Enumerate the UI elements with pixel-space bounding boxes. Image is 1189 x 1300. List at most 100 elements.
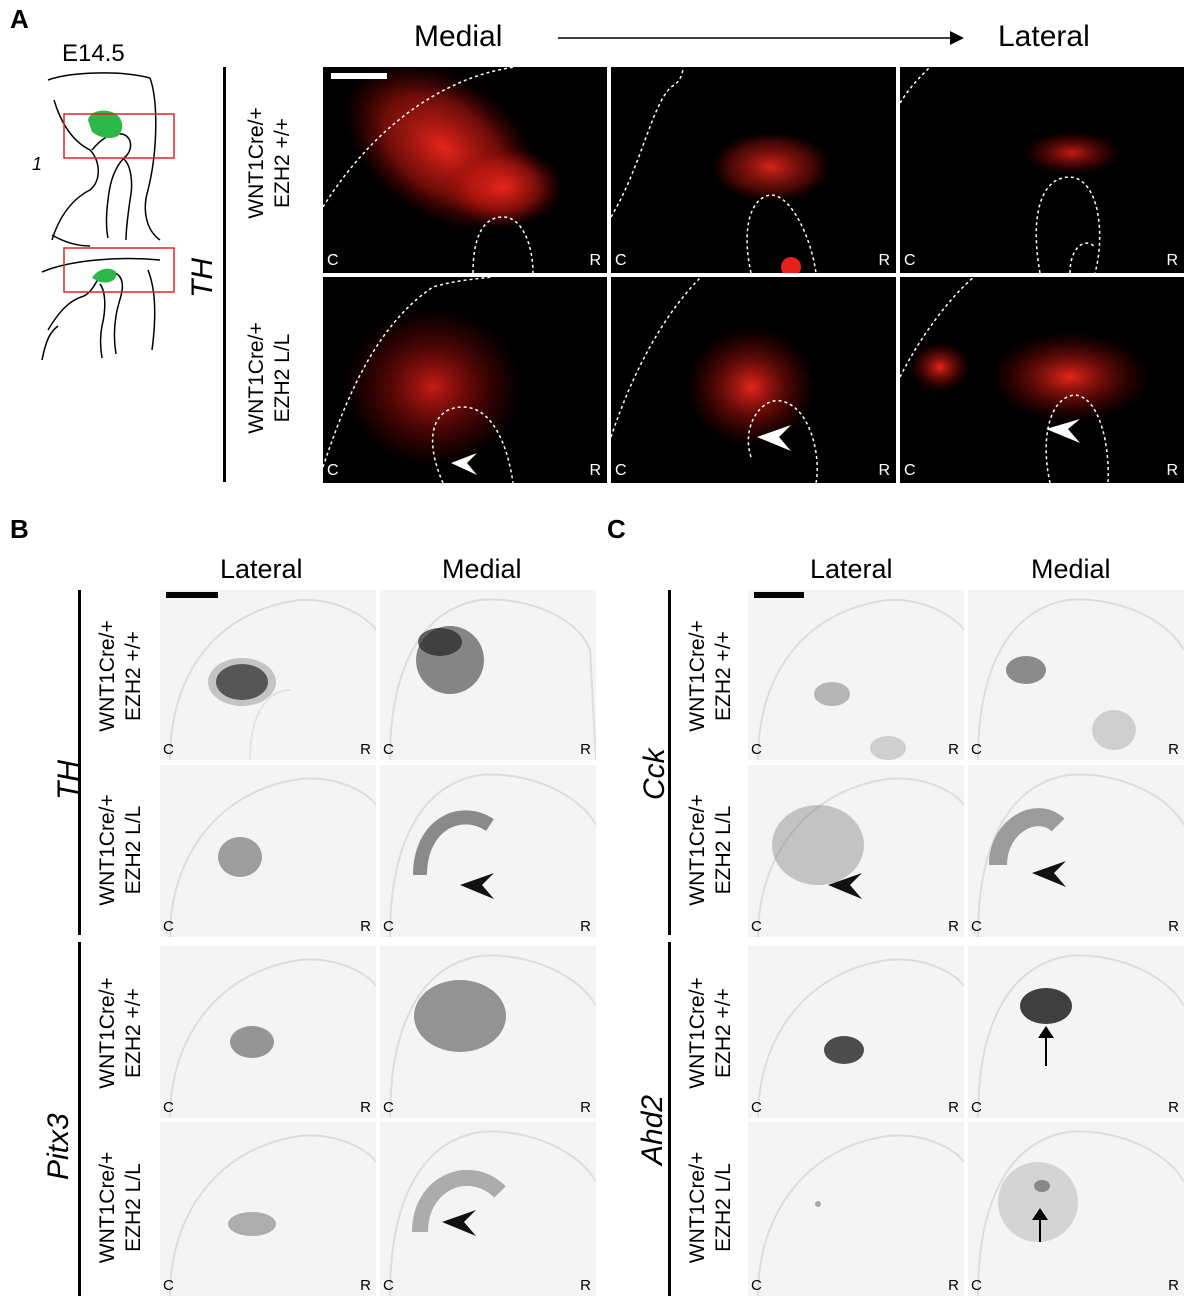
ish-image-c-r3-lateral: C R: [748, 946, 964, 1118]
genotype-line2: EZH2 L/L: [271, 333, 295, 423]
medial-label-a: Medial: [414, 20, 503, 53]
genotype-c-row2: WNT1Cre/+ EZH2 L/L: [685, 765, 738, 935]
genotype-line2: EZH2 L/L: [712, 805, 736, 895]
rostral-label: R: [1166, 462, 1178, 479]
genotype-line1: WNT1Cre/+: [245, 107, 268, 219]
rostral-label: R: [948, 1099, 959, 1116]
caudal-label: C: [163, 918, 174, 935]
rostral-label: R: [1168, 1277, 1179, 1294]
ish-image-b-r3-lateral: C R: [160, 946, 376, 1118]
medial-lateral-arrow: [558, 31, 964, 45]
ish-image-b-r1-lateral: C R: [160, 590, 376, 760]
rostral-label: R: [948, 918, 959, 935]
medial-label-b: Medial: [442, 554, 522, 584]
ish-image-b-r4-medial: C R: [380, 1122, 596, 1296]
bar-b-top: [78, 590, 81, 935]
bar-c-bottom: [668, 942, 671, 1296]
rostral-label: R: [580, 1277, 591, 1294]
genotype-line2: EZH2 L/L: [712, 1163, 736, 1252]
caudal-label: C: [615, 462, 627, 479]
lateral-label-c: Lateral: [810, 554, 893, 584]
caudal-label: C: [163, 1099, 174, 1116]
genotype-c-row3: WNT1Cre/+ EZH2 +/+: [685, 948, 738, 1118]
rostral-label: R: [360, 741, 371, 758]
panel-label-a: A: [10, 4, 29, 34]
fluor-image-wt-lateral: C R: [900, 67, 1184, 273]
caudal-label: C: [751, 1277, 762, 1294]
genotype-b-row4: WNT1Cre/+ EZH2 L/L: [95, 1120, 148, 1295]
caudal-label: C: [163, 741, 174, 758]
gene-label-a: TH: [186, 258, 219, 298]
stage-label: E14.5: [62, 40, 125, 67]
genotype-line1: WNT1Cre/+: [245, 322, 268, 434]
rostral-label: R: [580, 741, 591, 758]
panel-label-b: B: [10, 514, 29, 544]
genotype-line2: EZH2 +/+: [712, 631, 736, 721]
genotype-line2: EZH2 +/+: [122, 631, 146, 721]
genotype-line1: WNT1Cre/+: [686, 620, 709, 732]
ish-image-b-r1-medial: C R: [380, 590, 596, 760]
caudal-label: C: [904, 462, 916, 479]
panel-label-c: C: [607, 514, 626, 544]
rostral-label: R: [1168, 1099, 1179, 1116]
ish-image-b-r3-medial: C R: [380, 946, 596, 1118]
bar-c-top: [668, 590, 671, 935]
genotype-c-row1: WNT1Cre/+ EZH2 +/+: [685, 596, 738, 756]
ish-image-b-r2-medial: C R: [380, 765, 596, 937]
medial-label-c: Medial: [1031, 554, 1111, 584]
ish-image-c-r2-medial: C R: [968, 765, 1184, 937]
scale-bar: [331, 73, 387, 79]
rostral-label: R: [360, 918, 371, 935]
caudal-label: C: [383, 1099, 394, 1116]
genotype-line2: EZH2 L/L: [122, 1163, 146, 1252]
caudal-label: C: [615, 252, 627, 269]
rostral-label: R: [878, 252, 890, 269]
genotype-b-row2: WNT1Cre/+ EZH2 L/L: [95, 765, 148, 935]
caudal-label: C: [904, 252, 916, 269]
fluor-image-wt-middle: C R: [611, 67, 896, 273]
rostral-label: R: [1168, 741, 1179, 758]
embryo-schematic: 1: [32, 72, 175, 360]
genotype-a-row2: WNT1Cre/+ EZH2 L/L: [244, 278, 297, 478]
caudal-label: C: [971, 1277, 982, 1294]
scale-bar: [166, 592, 218, 598]
rostral-label: R: [948, 741, 959, 758]
lateral-label-b: Lateral: [220, 554, 303, 584]
ish-image-c-r2-lateral: C R: [748, 765, 964, 937]
caudal-label: C: [383, 1277, 394, 1294]
gene-label-b1: TH: [52, 760, 85, 800]
caudal-label: C: [327, 462, 339, 479]
caudal-label: C: [383, 741, 394, 758]
rostral-label: R: [580, 918, 591, 935]
rostral-label: R: [360, 1277, 371, 1294]
rostral-label: R: [948, 1277, 959, 1294]
ish-image-c-r3-medial: C R: [968, 946, 1184, 1118]
bar-b-bottom: [78, 942, 81, 1296]
caudal-label: C: [971, 918, 982, 935]
ish-image-b-r2-lateral: C R: [160, 765, 376, 937]
genotype-a-row1: WNT1Cre/+ EZH2 +/+: [244, 68, 297, 258]
fluor-image-ko-lateral: C R: [900, 277, 1184, 483]
ish-image-c-r4-lateral: C R: [748, 1122, 964, 1296]
rostral-label: R: [580, 1099, 591, 1116]
genotype-b-row3: WNT1Cre/+ EZH2 +/+: [95, 948, 148, 1118]
genotype-line2: EZH2 L/L: [122, 805, 146, 895]
gene-label-b2: Pitx3: [42, 1113, 75, 1180]
rostral-label: R: [1166, 252, 1178, 269]
genotype-line1: WNT1Cre/+: [96, 977, 119, 1089]
caudal-label: C: [971, 741, 982, 758]
lateral-label-a: Lateral: [998, 20, 1090, 53]
rostral-label: R: [589, 462, 601, 479]
genotype-c-row4: WNT1Cre/+ EZH2 L/L: [685, 1120, 738, 1295]
genotype-line1: WNT1Cre/+: [96, 620, 119, 732]
genotype-line1: WNT1Cre/+: [96, 794, 119, 906]
rostral-label: R: [360, 1099, 371, 1116]
genotype-line1: WNT1Cre/+: [686, 977, 709, 1089]
ish-image-c-r1-medial: C R: [968, 590, 1184, 760]
caudal-label: C: [383, 918, 394, 935]
caudal-label: C: [971, 1099, 982, 1116]
genotype-line2: EZH2 +/+: [712, 988, 736, 1078]
gene-label-c2: Ahd2: [636, 1094, 669, 1165]
ish-image-c-r4-medial: C R: [968, 1122, 1184, 1296]
genotype-line2: EZH2 +/+: [271, 118, 295, 208]
